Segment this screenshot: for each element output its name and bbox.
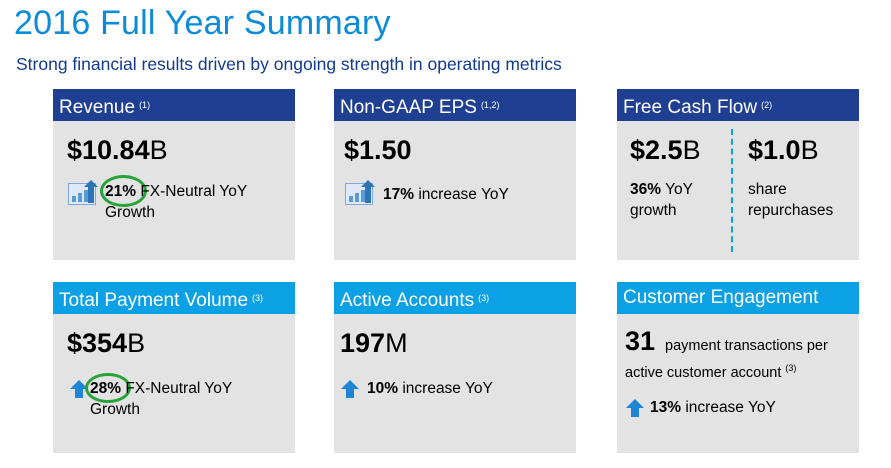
revenue-header-note: (1) [139, 100, 151, 110]
page-title: 2016 Full Year Summary [14, 4, 391, 42]
tpv-amount: $354 [67, 328, 128, 358]
fcf-left-pct: 36% [630, 181, 662, 198]
revenue-unit: B [149, 135, 168, 165]
tpv-header-label: Total Payment Volume [59, 290, 249, 311]
fcf-left-value: $2.5B [630, 135, 701, 166]
fcf-left-desc: 36% YoY growth [630, 179, 693, 221]
eps-header: Non-GAAP EPS (1,2) [334, 89, 576, 121]
engagement-growth-line: 13% increase YoY [650, 398, 776, 418]
engagement-desc-2: active customer account [625, 364, 782, 381]
revenue-header: Revenue (1) [53, 89, 295, 121]
highlight-circle [85, 373, 131, 403]
accounts-pct: 10% [367, 380, 399, 397]
engagement-card: Customer Engagement 31 payment transacti… [617, 282, 859, 453]
fcf-right-amount: $1.0 [748, 135, 801, 165]
eps-header-label: Non-GAAP EPS [340, 97, 477, 118]
revenue-pct: 21% [105, 183, 137, 200]
engagement-desc-3: increase YoY [685, 399, 776, 416]
eps-growth-line: 17% increase YoY [383, 185, 509, 205]
accounts-card: Active Accounts (3) 197M 10% increase YoY [334, 282, 576, 453]
revenue-desc: FX-Neutral YoY [140, 183, 248, 200]
revenue-header-label: Revenue [59, 97, 136, 118]
accounts-header: Active Accounts (3) [334, 282, 576, 314]
up-arrow-icon [70, 380, 88, 398]
fcf-header-label: Free Cash Flow [623, 97, 758, 118]
tpv-growth-line: 28% FX-Neutral YoY [90, 379, 232, 399]
revenue-desc-2: Growth [105, 204, 155, 221]
tpv-header: Total Payment Volume (3) [53, 282, 295, 314]
tpv-desc: FX-Neutral YoY [125, 380, 233, 397]
fcf-header: Free Cash Flow (2) [617, 89, 859, 121]
engagement-desc-1: payment transactions per [665, 338, 828, 354]
tpv-pct: 28% [90, 380, 122, 397]
tpv-unit: B [127, 328, 146, 358]
accounts-header-note: (3) [478, 293, 490, 303]
fcf-left-desc-2: growth [630, 202, 677, 219]
fcf-right-desc-2: repurchases [748, 202, 834, 219]
tpv-header-note: (3) [252, 293, 264, 303]
tpv-value: $354B [67, 328, 145, 359]
fcf-left-unit: B [682, 135, 701, 165]
tpv-card: Total Payment Volume (3) $354B 28% FX-Neu… [53, 282, 295, 453]
fcf-right-desc-1: share [748, 181, 787, 198]
fcf-right-desc: share repurchases [748, 179, 833, 221]
eps-card: Non-GAAP EPS (1,2) $1.50 17% increase YoY [334, 89, 576, 260]
eps-header-note: (1,2) [480, 100, 500, 110]
engagement-header: Customer Engagement [617, 282, 859, 314]
engagement-value: 31 [625, 326, 656, 356]
accounts-amount: 197 [340, 328, 386, 358]
bar-chart-up-icon [68, 180, 98, 205]
engagement-note: (3) [785, 363, 797, 373]
revenue-amount: $10.84 [67, 135, 150, 165]
eps-desc: increase YoY [418, 186, 509, 203]
fcf-left-amount: $2.5 [630, 135, 683, 165]
bar-chart-up-icon [345, 180, 375, 205]
highlight-circle [100, 175, 147, 207]
accounts-unit: M [385, 328, 408, 358]
eps-value: $1.50 [344, 135, 412, 165]
engagement-header-label: Customer Engagement [623, 287, 819, 308]
up-arrow-icon [341, 380, 359, 398]
fcf-right-unit: B [800, 135, 819, 165]
tpv-desc-2: Growth [90, 401, 140, 418]
revenue-growth-line: 21% FX-Neutral YoY [105, 182, 247, 202]
page-subtitle: Strong financial results driven by ongoi… [16, 54, 562, 74]
revenue-card: Revenue (1) $10.84B 21% FX-Neutral YoY Gr… [53, 89, 295, 260]
fcf-right-value: $1.0B [748, 135, 819, 166]
fcf-card: Free Cash Flow (2) $2.5B 36% YoY growth $1… [617, 89, 859, 260]
accounts-desc: increase YoY [402, 380, 493, 397]
revenue-value: $10.84B [67, 135, 168, 166]
eps-pct: 17% [383, 186, 415, 203]
engagement-desc-2-line: active customer account (3) [625, 358, 796, 383]
fcf-left-desc-1: YoY [665, 181, 693, 198]
fcf-divider [731, 129, 733, 252]
accounts-growth-line: 10% increase YoY [367, 379, 493, 399]
accounts-header-label: Active Accounts [340, 290, 475, 311]
up-arrow-icon [626, 399, 644, 417]
fcf-header-note: (2) [761, 100, 773, 110]
engagement-pct: 13% [650, 399, 682, 416]
accounts-value: 197M [340, 328, 408, 359]
